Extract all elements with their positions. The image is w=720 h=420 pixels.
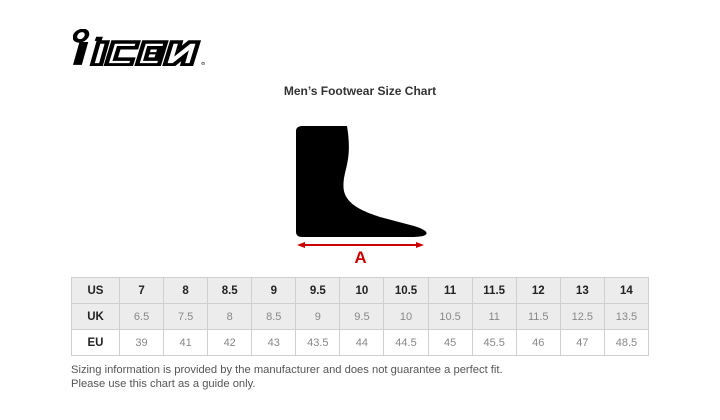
svg-text:R: R [202,63,204,65]
